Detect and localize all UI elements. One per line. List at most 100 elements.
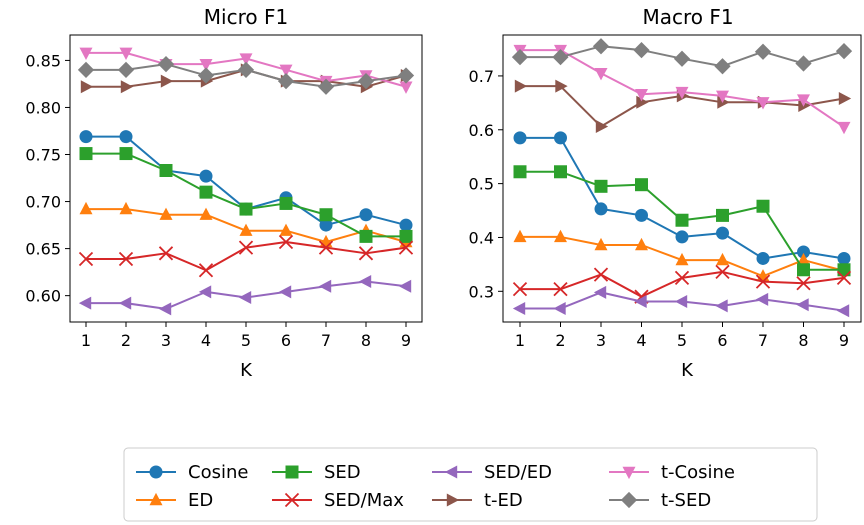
series-sed-ed: [78, 275, 412, 316]
data-point-t-sed: [157, 56, 175, 73]
data-point-t-cosine: [716, 90, 729, 103]
data-point-t-cosine: [797, 94, 810, 107]
micro-f1-plot: 1 2 3 4 5 6 7 8 9 0.60 0.65 0.70 0.75 0.80 0.85: [25, 47, 415, 350]
legend-swatch-marker: [149, 492, 163, 506]
y-tick-label: 0.60: [25, 287, 61, 306]
data-point-t-cosine: [199, 58, 213, 72]
data-point-sed-ed: [358, 275, 372, 289]
legend: Cosine ED SED SED/Max SED/ED t-ED t-Cosine t-SE…: [123, 447, 818, 522]
data-point-t-sed: [754, 43, 772, 60]
data-point-cosine: [554, 131, 567, 145]
data-point-sed: [199, 185, 213, 199]
legend-label: SED: [324, 462, 361, 483]
legend-item-cosine: Cosine: [136, 462, 248, 483]
data-point-ed: [239, 223, 253, 236]
legend-swatch-marker: [444, 465, 458, 479]
x-tick-label: 2: [121, 331, 131, 350]
legend-item-ed: ED: [136, 490, 213, 511]
data-point-sed: [319, 208, 333, 222]
data-point-ed: [554, 229, 567, 243]
data-point-sed-ed: [715, 299, 728, 313]
legend-label: ED: [188, 490, 213, 511]
x-tick-label: 4: [201, 331, 211, 350]
data-point-sed-ed: [796, 298, 809, 312]
data-point-ed: [279, 223, 293, 236]
x-tick-label: 8: [361, 331, 371, 350]
series-sed-ed: [512, 285, 850, 318]
legend-swatch-marker: [622, 466, 636, 480]
x-tick-label: 9: [401, 331, 411, 350]
data-point-t-cosine: [119, 47, 133, 61]
data-point-cosine: [594, 202, 608, 216]
panel-micro-f1: Micro F1 1 2 3 4 5 6 7 8 9 0.60 0.65 0.70 0.75 0.80 0.…: [25, 5, 423, 381]
data-point-t-ed: [838, 92, 852, 106]
y-tick-label: 0.4: [469, 228, 494, 247]
x-tick-label: 3: [596, 331, 606, 350]
data-point-sed: [159, 164, 173, 178]
data-point-cosine: [513, 131, 527, 145]
data-point-sed: [119, 147, 133, 161]
y-tick-label: 0.70: [25, 193, 61, 212]
data-point-t-sed: [277, 72, 295, 90]
legend-item-t-sed: t-SED: [609, 490, 711, 511]
legend-frame: [123, 447, 818, 522]
data-point-cosine: [119, 130, 133, 144]
data-point-sed-max: [674, 270, 690, 285]
data-point-cosine: [756, 251, 770, 265]
micro-f1-x-axis-label: K: [240, 360, 253, 381]
data-point-cosine: [716, 226, 729, 240]
data-point-sed-ed: [238, 291, 252, 305]
data-point-sed: [279, 196, 293, 210]
data-point-t-sed: [511, 48, 529, 66]
panel-macro-f1: Macro F1 1 2 3 4 5 6 7 8 9 0.3 0.4 0.5 0.6 0.7 K: [469, 5, 862, 381]
data-point-sed-max: [358, 246, 374, 261]
data-point-ed: [594, 237, 608, 251]
data-point-t-ed: [120, 80, 134, 94]
data-point-t-ed: [636, 95, 649, 109]
x-tick-label: 7: [758, 331, 768, 350]
x-tick-label: 4: [636, 331, 646, 350]
data-point-sed: [239, 202, 253, 216]
data-point-sed-ed: [78, 296, 92, 310]
data-point-sed-ed: [634, 295, 647, 309]
x-tick-label: 5: [677, 331, 687, 350]
data-point-t-ed: [514, 79, 528, 93]
data-point-sed: [716, 208, 729, 222]
series-sed-max: [512, 264, 852, 304]
chart-title-macro-f1: Macro F1: [642, 5, 733, 29]
data-point-ed: [159, 207, 173, 220]
macro-f1-x-axis-label: K: [681, 360, 694, 381]
y-tick-label: 0.80: [25, 98, 61, 117]
data-point-t-sed: [673, 50, 691, 67]
x-tick-label: 9: [839, 331, 849, 350]
data-point-cosine: [79, 130, 93, 144]
legend-label: t-SED: [661, 490, 711, 511]
data-point-sed-max: [398, 240, 414, 255]
x-tick-label: 7: [321, 331, 331, 350]
data-point-t-cosine: [837, 121, 851, 135]
data-point-ed: [119, 201, 133, 215]
data-point-cosine: [399, 218, 413, 232]
data-point-t-ed: [555, 79, 568, 93]
legend-item-sed-ed: SED/ED: [432, 462, 552, 483]
data-point-t-sed: [117, 61, 135, 78]
data-point-sed-ed: [318, 279, 332, 293]
data-point-t-cosine: [756, 97, 770, 110]
data-point-ed: [716, 252, 729, 266]
data-point-ed: [199, 207, 213, 220]
legend-item-t-cosine: t-Cosine: [609, 462, 735, 483]
legend-item-sed-max: SED/Max: [272, 490, 404, 511]
data-point-t-sed: [835, 43, 853, 60]
data-point-t-sed: [197, 67, 215, 84]
y-tick-label: 0.65: [25, 240, 61, 259]
y-tick-label: 0.6: [469, 121, 494, 140]
data-point-t-sed: [397, 67, 415, 84]
x-tick-label: 1: [515, 331, 525, 350]
y-tick-label: 0.75: [25, 146, 61, 165]
data-point-t-cosine: [675, 86, 689, 100]
data-point-sed-ed: [118, 296, 132, 310]
data-point-sed-max: [118, 251, 134, 267]
x-tick-label: 3: [161, 331, 171, 350]
data-point-cosine: [675, 230, 689, 244]
legend-swatch-marker: [446, 493, 460, 507]
